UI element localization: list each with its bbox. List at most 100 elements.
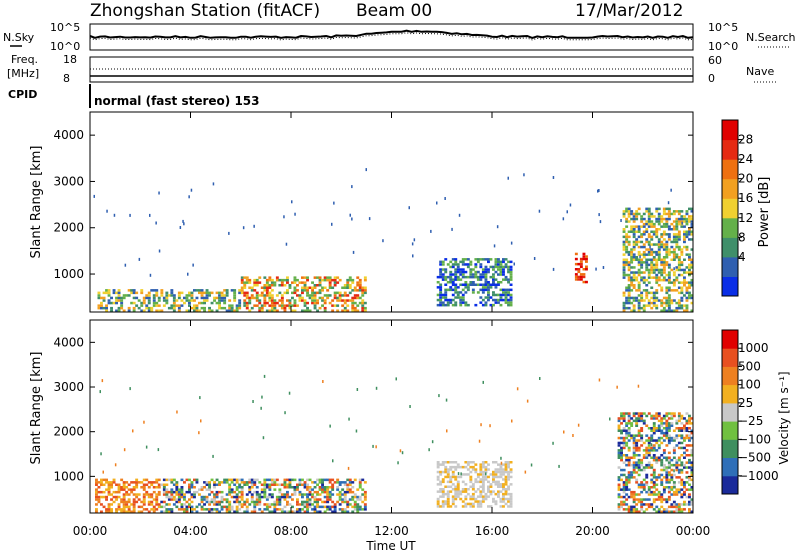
data-cell (454, 492, 458, 496)
data-cell (662, 463, 666, 467)
data-cell (258, 294, 262, 297)
data-cell (338, 490, 342, 494)
data-cell (336, 304, 340, 307)
data-cell (137, 510, 141, 513)
data-cell (363, 289, 367, 292)
data-cell (233, 294, 237, 297)
data-cell (662, 278, 666, 282)
data-cell (323, 301, 327, 305)
data-cell (484, 461, 488, 464)
data-cell (343, 495, 347, 499)
data-cell (471, 505, 475, 508)
data-cell (243, 503, 247, 506)
data-cell (308, 498, 312, 501)
data-cell (280, 299, 284, 302)
data-cell (640, 419, 644, 423)
data-cell (341, 500, 345, 504)
data-cell (466, 263, 470, 266)
data-cell (579, 257, 583, 261)
data-cell (627, 210, 631, 213)
data-cell (632, 463, 636, 467)
data-cell (625, 248, 629, 251)
data-cell (439, 273, 443, 276)
data-cell (102, 299, 106, 302)
data-cell (672, 258, 676, 261)
data-cell (439, 260, 443, 264)
data-cell (476, 505, 480, 508)
data-cell (637, 463, 641, 467)
data-cell (622, 253, 626, 256)
data-cell (313, 291, 317, 295)
data-cell (652, 456, 656, 459)
data-cell (220, 498, 224, 501)
data-cell (688, 427, 691, 430)
data-cell (190, 296, 194, 300)
data-cell (165, 296, 169, 300)
data-cell (632, 414, 636, 418)
y-tick-label: 3000 (53, 174, 84, 188)
data-cell (243, 481, 247, 484)
data-cell (642, 412, 646, 415)
data-cell (667, 273, 671, 277)
data-cell (436, 502, 440, 506)
data-cell (358, 486, 362, 489)
data-cell (466, 288, 470, 292)
data-cell (215, 493, 219, 496)
data-cell (627, 505, 631, 509)
data-cell (459, 497, 463, 501)
data-cell (243, 284, 247, 287)
data-cell (650, 296, 654, 300)
data-cell (188, 299, 191, 302)
data-cell (645, 294, 649, 297)
data-cell (660, 268, 664, 272)
data-cell (657, 207, 661, 211)
data-cell (245, 306, 249, 310)
data-cell (620, 441, 623, 445)
data-cell (667, 281, 671, 284)
data-cell (286, 304, 289, 307)
data-cell (328, 508, 332, 511)
data-cell (650, 215, 654, 218)
data-cell (509, 492, 513, 496)
data-cell (273, 299, 277, 302)
data-cell (574, 273, 578, 276)
data-cell (657, 276, 661, 279)
scattered-echoes (93, 168, 683, 277)
data-cell (640, 498, 644, 501)
data-cell (275, 495, 279, 499)
data-cell (213, 486, 216, 489)
data-cell (172, 304, 176, 307)
data-cell (278, 483, 282, 486)
data-cell (336, 299, 340, 302)
data-cell (620, 500, 623, 504)
data-cell (625, 217, 629, 221)
data-cell (662, 268, 666, 272)
data-cell (346, 486, 350, 489)
data-cell (268, 503, 272, 506)
data-cell (502, 291, 505, 294)
data-cell (466, 473, 470, 476)
data-cell (203, 486, 206, 489)
data-cell (318, 284, 322, 287)
data-cell (270, 301, 274, 305)
data-cell (361, 508, 365, 511)
data-cell (341, 294, 345, 297)
data-cell (499, 485, 503, 488)
data-cell (655, 488, 659, 491)
echo-mark (397, 461, 399, 465)
data-cell (630, 463, 634, 467)
data-cell (627, 463, 631, 467)
data-cell (665, 434, 669, 437)
data-cell (190, 495, 194, 499)
data-cell (667, 505, 671, 509)
data-cell (683, 466, 686, 469)
data-cell (308, 488, 312, 491)
data-cell (489, 473, 493, 476)
data-cell (316, 483, 319, 486)
data-cell (248, 286, 252, 289)
data-cell (449, 278, 453, 281)
data-cell (451, 475, 455, 479)
data-cell (303, 276, 307, 279)
data-cell (657, 510, 661, 513)
data-cell (683, 240, 686, 244)
